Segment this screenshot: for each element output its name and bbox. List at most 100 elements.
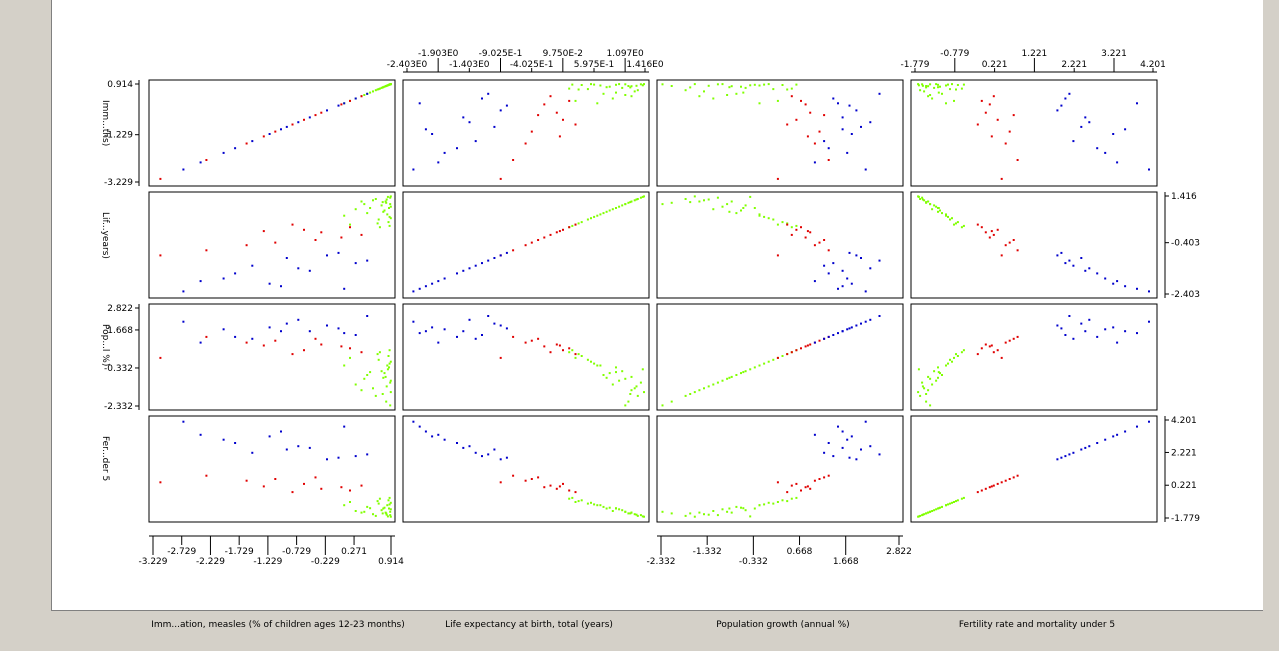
point-20-r3-c2: [698, 511, 701, 514]
point-31-r1-c1: [562, 228, 564, 231]
point-42-r1-c3: [1084, 269, 1087, 272]
point-5-r2-c1: [599, 364, 602, 367]
point-29-r2-c0: [381, 393, 384, 395]
point-24-r0-c3: [921, 84, 924, 87]
point-24-r2-c3: [921, 385, 924, 388]
point-16-r2-c0: [349, 356, 351, 359]
top-axis-label-lower-col3-0: -1.779: [900, 60, 929, 70]
point-37-r1-c1: [524, 244, 527, 247]
point-47-r3-c1: [418, 425, 421, 428]
bottom-axis-label-upper-col0-1: -1.729: [225, 547, 254, 557]
point-54-r3-c1: [468, 445, 471, 448]
point-31-r3-c0: [303, 482, 305, 485]
point-43-r0-c0: [268, 133, 271, 135]
point-51-r2-c1: [456, 335, 458, 338]
point-18-r3-c0: [378, 497, 381, 500]
point-13-r0-c2: [763, 83, 766, 86]
point-31-r1-c3: [996, 228, 999, 231]
point-27-r3-c2: [742, 507, 745, 510]
point-43-r0-c1: [431, 133, 434, 135]
point-4-r3-c2: [703, 513, 705, 516]
point-23-r0-c3: [945, 102, 947, 105]
point-38-r2-c1: [568, 347, 571, 350]
point-1-r2-c0: [389, 381, 392, 384]
point-39-r3-c3: [1000, 481, 1003, 484]
point-7-r3-c2: [693, 515, 696, 518]
bottom-axis-label-lower-col0-2: -1.229: [253, 557, 282, 567]
point-54-r0-c2: [869, 121, 872, 124]
point-39-r2-c3: [1000, 356, 1003, 359]
point-38-r3-c3: [980, 489, 983, 492]
point-21-r1-c3: [937, 210, 939, 213]
scatter-matrix-panel: Imm...ths) Lif...years) Pop...l %) Fer...de…: [51, 0, 1263, 630]
point-18-r1-c2: [790, 226, 793, 229]
point-24-r3-c2: [707, 513, 710, 516]
point-12-r0-c2: [684, 89, 687, 92]
point-18-r0-c2: [790, 87, 793, 90]
point-30-r1-c3: [988, 236, 991, 239]
point-2-r1-c1: [621, 204, 624, 207]
cell-frame-r1-c3: [910, 191, 1158, 299]
point-13-r1-c2: [763, 215, 766, 218]
point-32-r1-c3: [1008, 241, 1011, 244]
point-10-r1-c2: [712, 208, 715, 211]
point-28-r0-c1: [571, 83, 574, 86]
point-39-r2-c1: [499, 356, 502, 359]
point-19-r3-c0: [386, 515, 389, 518]
point-20-r0-c1: [630, 95, 633, 98]
point-31-r3-c3: [996, 482, 999, 485]
point-13-r1-c3: [947, 215, 949, 218]
point-40-r0-c2: [823, 114, 826, 117]
point-16-r3-c0: [349, 501, 351, 503]
right-axis-label-row3-2: 0.221: [1171, 481, 1197, 491]
point-44-r3-c1: [481, 455, 483, 458]
top-axis-label-upper-col3-2: 3.221: [1101, 49, 1127, 59]
point-23-r3-c1: [596, 504, 599, 507]
point-2-r1-c0: [380, 204, 383, 207]
point-26-r2-c2: [661, 404, 664, 407]
point-56-r0-c0: [337, 104, 340, 107]
point-22-r2-c2: [767, 360, 770, 363]
point-26-r1-c3: [929, 203, 932, 206]
point-1-r3-c0: [389, 514, 392, 517]
point-31-r0-c2: [795, 118, 798, 121]
point-6-r2-c3: [929, 377, 932, 380]
point-16-r3-c3: [953, 501, 955, 503]
point-8-r2-c1: [586, 358, 589, 361]
point-18-r3-c1: [568, 497, 571, 500]
point-22-r3-c3: [951, 501, 953, 504]
point-27-r1-c2: [742, 207, 745, 209]
top-axis-label-upper-col3-1: 1.221: [1022, 49, 1048, 59]
point-36-r0-c2: [786, 123, 789, 126]
point-38-r1-c1: [568, 226, 571, 229]
point-6-r1-c0: [363, 203, 366, 206]
point-8-r2-c0: [377, 358, 380, 361]
point-13-r2-c3: [947, 362, 949, 365]
point-4-r3-c1: [633, 513, 636, 516]
bottom-axis-label-lower-col0-0: -3.229: [138, 557, 167, 567]
point-9-r2-c0: [383, 372, 386, 375]
point-56-r3-c2: [848, 456, 851, 459]
point-11-r3-c1: [580, 499, 583, 502]
point-3-r0-c3: [937, 83, 939, 86]
point-56-r2-c0: [337, 327, 340, 330]
point-33-r1-c3: [984, 231, 987, 234]
left-axis-label-row2-2: -0.332: [104, 364, 133, 374]
point-46-r3-c1: [493, 448, 496, 451]
point-54-r3-c2: [869, 445, 872, 448]
point-48-r2-c1: [474, 337, 477, 340]
point-52-r2-c3: [1068, 315, 1071, 317]
point-46-r2-c1: [493, 322, 496, 325]
point-3-r3-c0: [388, 507, 390, 510]
point-2-r3-c0: [380, 509, 383, 512]
point-2-r2-c2: [744, 370, 747, 373]
point-9-r2-c1: [608, 372, 611, 375]
top-axis-label-lower-col3-1: 0.221: [982, 60, 1008, 70]
point-52-r1-c2: [878, 259, 881, 262]
point-38-r0-c0: [349, 99, 351, 102]
point-9-r1-c3: [939, 209, 941, 212]
point-19-r1-c2: [749, 195, 752, 198]
point-31-r2-c0: [303, 349, 305, 352]
point-46-r1-c2: [860, 257, 862, 259]
point-53-r1-c3: [1124, 285, 1127, 288]
